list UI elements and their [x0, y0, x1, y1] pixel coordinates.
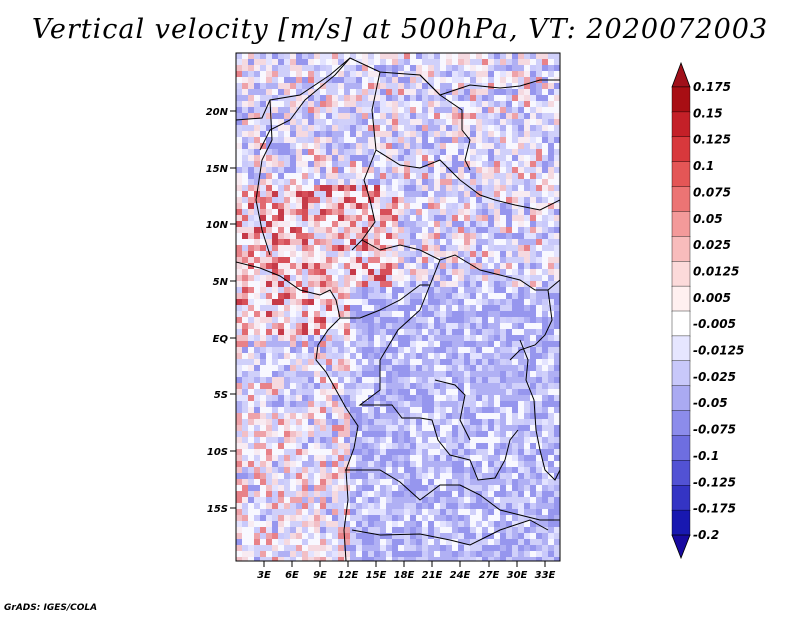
velocity-field-cells [236, 53, 560, 561]
colorbar-segment [671, 360, 691, 387]
colorbar-segment [671, 236, 691, 262]
colorbar-segment [671, 410, 691, 437]
lon-tick-label: 21E [422, 570, 443, 581]
colorbar-segment [671, 211, 691, 238]
colorbar-segment [671, 261, 691, 287]
lat-tick-label: 15S [207, 504, 228, 515]
colorbar-label: 0.175 [693, 80, 731, 94]
colorbar-label: -0.075 [693, 423, 736, 437]
velocity-field [236, 53, 560, 561]
lat-tick-label: 15N [206, 164, 229, 175]
lat-tick-label: 5N [213, 277, 229, 288]
colorbar-label: 0.025 [693, 238, 731, 252]
colorbar-segment [671, 310, 691, 337]
lon-tick-label: 30E [507, 570, 528, 581]
lat-tick-label: 5S [214, 390, 228, 401]
colorbar-label: -0.1 [693, 449, 719, 463]
plot-frame [235, 52, 561, 562]
colorbar-bottom-arrow [671, 534, 691, 560]
colorbar-label: -0.2 [693, 528, 719, 542]
colorbar-label: 0.125 [693, 133, 731, 147]
colorbar-segment [671, 335, 691, 362]
colorbar-top-arrow [671, 61, 691, 88]
colorbar-label: 0.15 [693, 106, 723, 120]
lon-tick-label: 15E [366, 570, 387, 581]
colorbar-segment [671, 186, 691, 213]
colorbar-label: 0.005 [693, 291, 731, 305]
colorbar-segment [671, 460, 691, 486]
country-borders [236, 57, 560, 561]
colorbar-segments [671, 86, 691, 536]
colorbar-segment [671, 136, 691, 163]
colorbar-label: -0.175 [693, 502, 736, 516]
colorbar-label: -0.05 [693, 396, 728, 410]
colorbar-segment [671, 86, 691, 113]
colorbar-segment [671, 285, 691, 312]
longitude-axis: 3E 6E 9E 12E 15E 18E 21E 24E 27E 30E 33E [257, 561, 556, 581]
lat-tick-label: 10S [207, 447, 228, 458]
map-title: Vertical velocity [m/s] at 500hPa, VT: 2… [31, 14, 769, 45]
lat-tick-label: 10N [206, 220, 229, 231]
colorbar-label: 0.075 [693, 185, 731, 199]
colorbar-segment [671, 509, 691, 536]
lon-tick-label: 9E [313, 570, 327, 581]
colorbar-segment [671, 485, 691, 511]
colorbar-label: 0.0125 [693, 265, 739, 279]
lat-tick-label: 20N [206, 107, 229, 118]
lon-tick-label: 12E [338, 570, 359, 581]
lon-tick-label: 18E [394, 570, 415, 581]
colorbar-label: -0.025 [693, 370, 736, 384]
colorbar-segment [671, 161, 691, 188]
colorbar-label: -0.005 [693, 317, 736, 331]
lon-tick-label: 6E [285, 570, 299, 581]
colorbar: 0.175 0.15 0.125 0.1 0.075 0.05 0.025 0.0125 0.0… [671, 61, 744, 560]
grads-credit: GrADS: IGES/COLA [4, 603, 98, 613]
colorbar-segment [671, 435, 691, 462]
lon-tick-label: 24E [450, 570, 471, 581]
colorbar-label: -0.0125 [693, 344, 744, 358]
colorbar-label: 0.1 [693, 159, 714, 173]
colorbar-label: -0.125 [693, 475, 736, 489]
colorbar-segment [671, 111, 691, 138]
colorbar-label: 0.05 [693, 212, 723, 226]
lon-tick-label: 3E [257, 570, 271, 581]
lon-tick-label: 27E [479, 570, 500, 581]
lat-tick-label: EQ [213, 334, 229, 345]
colorbar-segment [671, 385, 691, 412]
latitude-axis: 20N 15N 10N 5N EQ 5S 10S 15S [206, 107, 236, 515]
lon-tick-label: 33E [535, 570, 556, 581]
